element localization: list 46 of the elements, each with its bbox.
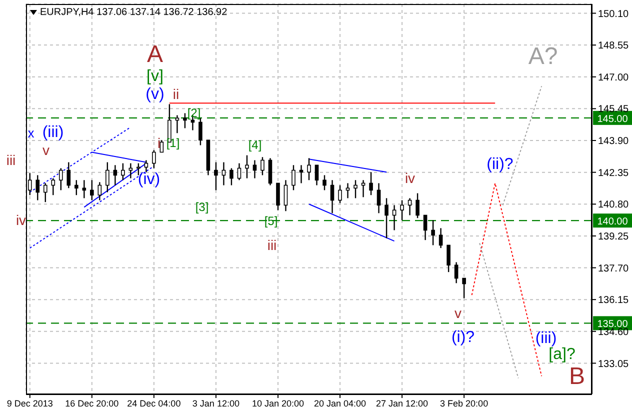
annotation: i	[157, 135, 161, 151]
y-tick-label: 150.10	[598, 8, 630, 20]
annotation: [v]	[146, 68, 164, 85]
ref-line-label: 140.00	[597, 216, 628, 228]
x-tick-label: 3 Feb 20:00	[440, 398, 488, 408]
chart-title: EURJPY,H4 137.06 137.14 136.72 136.92	[40, 7, 228, 18]
y-tick-label: 142.35	[598, 168, 630, 179]
annotation: (i)?	[451, 329, 475, 346]
annotation: [4]	[248, 138, 262, 152]
x-tick-label: 20 Jan 04:00	[314, 398, 366, 408]
y-tick-label: 148.55	[598, 40, 630, 52]
annotation: (iv)	[138, 171, 160, 188]
annotation: v	[454, 305, 462, 321]
annotation: [2]	[187, 106, 201, 120]
x-tick-label: 16 Dec 20:00	[65, 398, 119, 408]
x-tick-label: 24 Dec 04:00	[127, 398, 181, 408]
annotation: (v)	[146, 86, 164, 103]
x-tick-label: 10 Jan 20:00	[252, 398, 304, 408]
y-tick-label: 136.15	[598, 295, 630, 306]
y-tick-label: 134.60	[598, 326, 630, 338]
ref-line-label: 145.00	[597, 114, 628, 125]
x-tick-label: 27 Jan 12:00	[376, 398, 428, 408]
annotation: A	[146, 41, 164, 68]
annotation: iv	[404, 170, 416, 186]
x-tick-label: 3 Jan 12:00	[192, 398, 240, 408]
annotation: B	[568, 363, 586, 390]
annotation: x	[28, 126, 34, 140]
annotation: iv	[16, 212, 26, 228]
annotation: (iii)	[42, 124, 64, 141]
y-tick-label: 143.90	[598, 136, 630, 148]
y-tick-label: 147.00	[598, 72, 630, 84]
y-tick-label: 137.70	[598, 263, 630, 274]
annotation: v	[42, 142, 50, 158]
y-tick-label: 140.80	[598, 200, 630, 211]
annotation: iii	[267, 237, 277, 253]
y-tick-label: 133.05	[598, 358, 630, 370]
annotation: (ii)?	[486, 156, 514, 173]
annotation: [1]	[166, 136, 180, 150]
annotation: (iii)	[535, 330, 557, 347]
annotation: [3]	[195, 200, 209, 214]
annotation: ii	[172, 86, 180, 102]
text: iii	[6, 152, 16, 168]
annotation: A?	[528, 43, 558, 70]
x-tick-label: 9 Dec 2013	[6, 398, 53, 408]
annotation: [a]?	[548, 346, 576, 363]
y-tick-label: 139.25	[598, 231, 630, 242]
